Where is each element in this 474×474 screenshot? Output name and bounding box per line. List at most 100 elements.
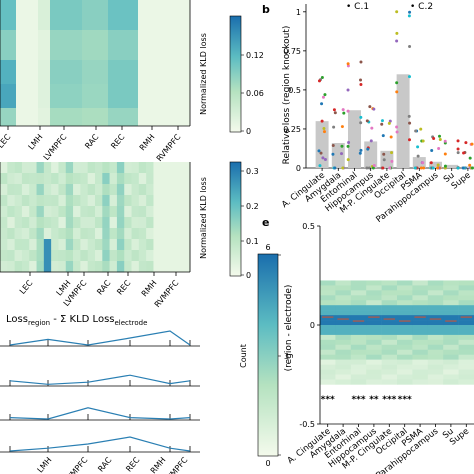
heatmap-mid-cell bbox=[51, 228, 59, 240]
heatmap-mid-cell bbox=[73, 228, 81, 240]
heatmap-top-cell bbox=[138, 108, 160, 126]
panel-e-cell bbox=[335, 325, 352, 331]
heatmap-mid-cell bbox=[131, 261, 140, 273]
heatmap-top-cell bbox=[108, 30, 138, 60]
panel-e-cell bbox=[397, 280, 413, 286]
panel-e-cell bbox=[443, 369, 459, 375]
heatmap-mid-cell bbox=[58, 228, 67, 240]
panel-e-cell bbox=[335, 280, 352, 286]
panel-e-cell bbox=[366, 280, 382, 286]
panel-e-cell bbox=[366, 320, 382, 326]
panel-e-cell bbox=[458, 315, 474, 321]
heatmap-mid-cell bbox=[175, 250, 183, 262]
panel-e-cell bbox=[320, 280, 336, 286]
panel-b-point bbox=[456, 139, 460, 143]
heatmap-mid-cell bbox=[168, 173, 176, 185]
heatmap-mid-cell bbox=[138, 250, 147, 262]
panel-b-point bbox=[319, 151, 323, 155]
panel-b-point bbox=[421, 139, 425, 143]
panel-b-point bbox=[332, 108, 336, 112]
panel-e-cell bbox=[335, 305, 352, 311]
heatmap-mid-cell bbox=[29, 250, 37, 262]
panel-b-point bbox=[380, 119, 384, 123]
panel-b-point bbox=[390, 151, 394, 155]
heatmap-mid-cell bbox=[160, 184, 169, 196]
heatmap-mid-cell bbox=[29, 239, 37, 251]
panel-b-point bbox=[359, 82, 363, 86]
heatmap-mid-cell bbox=[131, 184, 140, 196]
heatmap-mid-cell bbox=[182, 250, 191, 262]
panel-e-cell bbox=[412, 369, 429, 375]
panel-e-cell bbox=[366, 354, 382, 360]
panel-b-point bbox=[359, 78, 363, 82]
panel-e-cell bbox=[381, 305, 398, 311]
legend-c1: • C.1 bbox=[346, 2, 369, 12]
panel-e-cell bbox=[366, 295, 382, 301]
heatmap-mid-cell bbox=[146, 217, 154, 229]
heatmap-mid-cell bbox=[73, 239, 81, 251]
panel-b-point bbox=[332, 125, 336, 129]
panel-e-cell bbox=[381, 285, 398, 291]
heatmap-mid-cell bbox=[43, 206, 52, 218]
panel-b-bar bbox=[396, 74, 410, 168]
heatmap-mid-cell bbox=[51, 162, 59, 174]
heatmap-mid-cell bbox=[95, 239, 103, 251]
panel-e-cell bbox=[366, 325, 382, 331]
panel-b-point bbox=[456, 147, 460, 151]
panel-e-cell bbox=[397, 320, 413, 326]
panel-e-cell bbox=[443, 285, 459, 291]
panel-b-point bbox=[340, 125, 344, 129]
panel-b-point bbox=[438, 134, 442, 138]
heatmap-top-cell bbox=[82, 0, 108, 30]
heatmap-mid-cell bbox=[109, 195, 118, 207]
panel-e-cell bbox=[335, 379, 352, 385]
panel-e-cell bbox=[427, 334, 444, 341]
heatmap-mid-cell bbox=[124, 250, 132, 262]
heatmap-top-cbar-tick: 0.06 bbox=[246, 89, 264, 98]
heatmap-mid-cell bbox=[116, 162, 125, 174]
panel-e-cell bbox=[412, 364, 429, 370]
panel-e-cell bbox=[458, 364, 474, 370]
heatmap-top-cell bbox=[0, 84, 16, 108]
panel-b-point bbox=[340, 144, 344, 148]
panel-e-cell bbox=[335, 329, 352, 336]
heatmap-mid-cell bbox=[14, 250, 23, 262]
lines-panel-x-label: REC bbox=[124, 455, 142, 474]
heatmap-mid-cell bbox=[146, 162, 154, 174]
panel-e-cell bbox=[350, 369, 367, 375]
panel-b-point bbox=[408, 10, 412, 14]
heatmap-mid-cell bbox=[36, 195, 45, 207]
heatmap-top-cell bbox=[0, 108, 16, 126]
panel-b-point bbox=[359, 148, 363, 152]
panel-b-bar bbox=[461, 166, 474, 168]
heatmap-mid-cell bbox=[43, 228, 52, 240]
heatmap-top-cell bbox=[50, 30, 82, 60]
panel-e-cell bbox=[381, 369, 398, 375]
panel-b-point bbox=[462, 151, 466, 155]
heatmap-mid-cell bbox=[51, 206, 59, 218]
panel-b-point bbox=[366, 147, 370, 151]
panel-b-point bbox=[395, 10, 399, 14]
panel-e-significance: *** bbox=[382, 395, 396, 405]
panel-e-cell bbox=[412, 305, 429, 311]
panel-b-point bbox=[395, 125, 399, 129]
heatmap-mid-cell bbox=[65, 217, 74, 229]
heatmap-mid-cell bbox=[65, 250, 74, 262]
heatmap-mid-x-label: RAC bbox=[95, 278, 113, 296]
panel-e-cell bbox=[458, 300, 474, 306]
panel-b-point bbox=[437, 147, 441, 151]
line-series bbox=[9, 436, 191, 452]
heatmap-mid-cell bbox=[0, 217, 8, 229]
panel-b-point bbox=[359, 60, 363, 64]
heatmap-mid-cell bbox=[80, 195, 88, 207]
panel-e-cell bbox=[412, 300, 429, 306]
panel-b-point bbox=[341, 166, 345, 170]
heatmap-mid-cell bbox=[14, 173, 23, 185]
heatmap-mid-cell bbox=[138, 206, 147, 218]
panel-b-point bbox=[323, 93, 327, 97]
panel-b-point bbox=[443, 164, 447, 168]
heatmap-mid-cell bbox=[182, 184, 191, 196]
heatmap-mid-cell bbox=[87, 173, 96, 185]
